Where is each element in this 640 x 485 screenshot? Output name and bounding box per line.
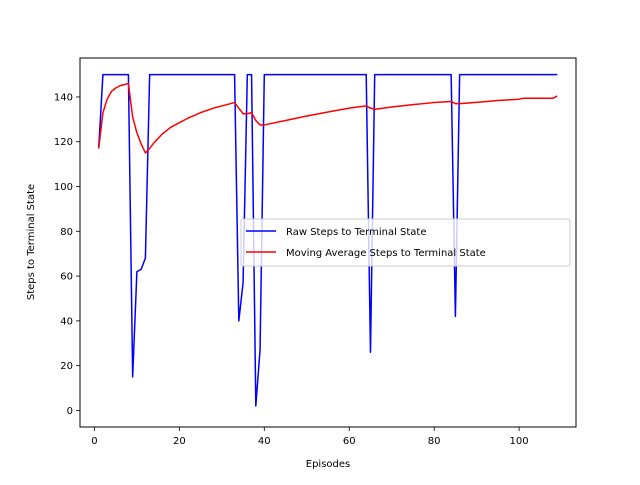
legend-box (240, 218, 571, 267)
x-tick-label: 100 (510, 436, 529, 447)
x-axis: 0 20 40 60 80 100 (91, 427, 529, 447)
x-tick-label: 0 (91, 436, 97, 447)
x-tick-label: 60 (343, 436, 356, 447)
plot-frame (79, 57, 577, 428)
y-tick-label: 40 (60, 316, 73, 327)
series-line-1 (97, 82, 558, 154)
y-axis: 0 20 40 60 80 100 120 140 (54, 92, 80, 417)
y-tick-label: 0 (67, 406, 73, 417)
legend: Raw Steps to Terminal State Moving Avera… (240, 218, 571, 267)
y-tick-label: 120 (54, 137, 73, 148)
plot-lines (97, 73, 558, 407)
y-tick-label: 60 (60, 272, 73, 283)
y-axis-label: Steps to Terminal State (26, 184, 37, 300)
legend-label-raw: Raw Steps to Terminal State (286, 227, 427, 238)
x-axis-label: Episodes (306, 459, 350, 470)
x-tick-label: 20 (173, 436, 186, 447)
y-tick-label: 20 (60, 361, 73, 372)
y-tick-label: 140 (54, 92, 73, 103)
y-tick-label: 80 (60, 227, 73, 238)
x-tick-label: 80 (428, 436, 441, 447)
legend-label-moving-average: Moving Average Steps to Terminal State (286, 248, 486, 259)
x-tick-label: 40 (258, 436, 271, 447)
y-tick-label: 100 (54, 182, 73, 193)
series-line-0 (97, 73, 558, 407)
